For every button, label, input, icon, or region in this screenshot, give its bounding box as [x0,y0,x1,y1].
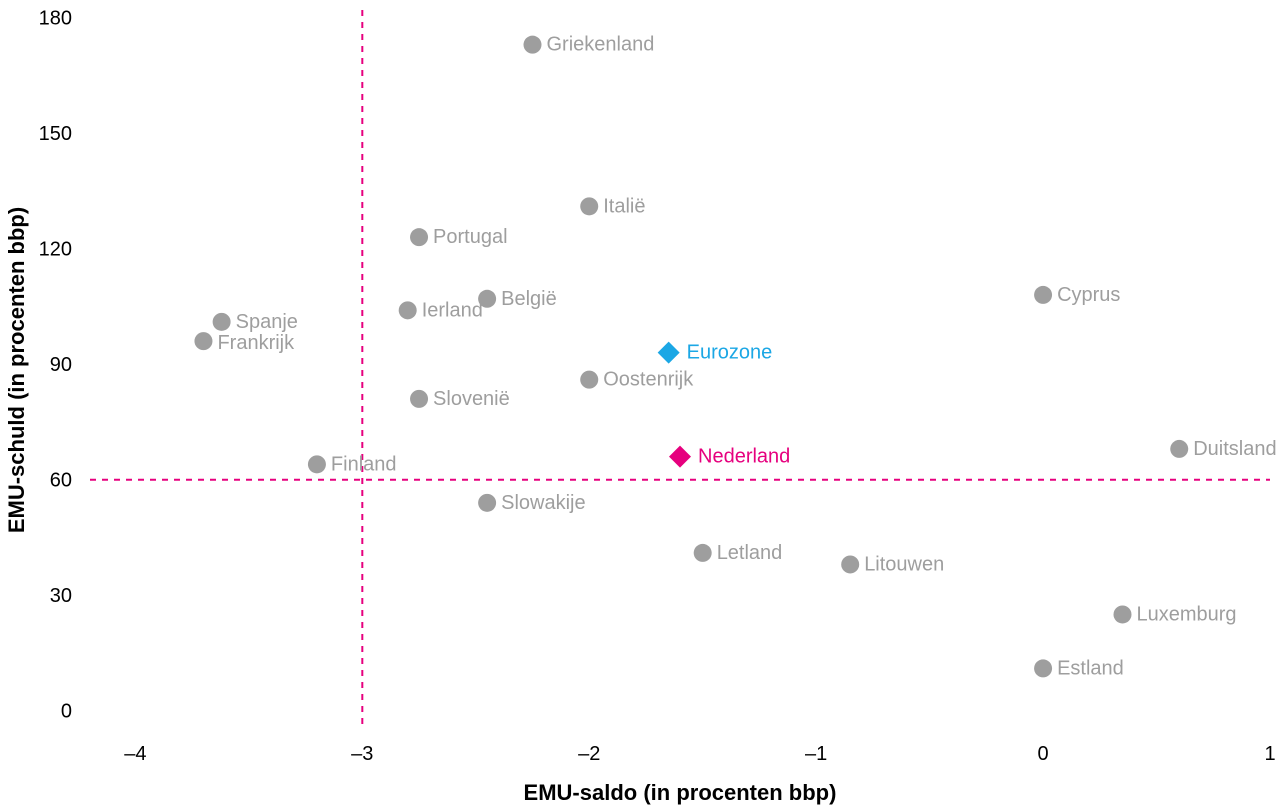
data-point-label: Portugal [433,226,508,248]
data-point-label: Finland [331,453,397,475]
data-point [694,544,712,562]
x-axis-label: EMU-saldo (in procenten bbp) [524,780,837,805]
data-point-label: Slovenië [433,388,510,410]
data-point-label: Cyprus [1057,284,1120,306]
data-point [213,313,231,331]
data-point-label: Frankrijk [217,332,295,354]
data-point [194,332,212,350]
x-tick-label: –4 [124,743,146,765]
y-tick-label: 120 [39,239,72,261]
x-tick-label: –1 [805,743,827,765]
data-point [524,36,542,54]
data-point-label: Slowakije [501,492,585,514]
data-point-label: Luxemburg [1137,603,1237,625]
data-point-label: Ierland [422,299,483,321]
data-point [1170,440,1188,458]
highlight-label: Eurozone [687,342,773,364]
y-tick-label: 150 [39,123,72,145]
highlight-point [658,342,680,364]
y-tick-label: 90 [50,354,72,376]
data-point [410,390,428,408]
y-tick-label: 180 [39,8,72,30]
data-point [308,455,326,473]
highlight-label: Nederland [698,446,790,468]
data-point-label: Oostenrijk [603,369,694,391]
data-point [399,301,417,319]
data-point-label: Spanje [236,311,298,333]
data-point [1034,286,1052,304]
data-point [841,555,859,573]
data-point-label: Letland [717,542,783,564]
data-point [580,371,598,389]
x-axis: –4 –3 –2 –1 0 1 [124,743,1275,765]
y-tick-label: 0 [61,701,72,723]
data-point [410,228,428,246]
data-point [1034,659,1052,677]
data-point-label: Estland [1057,657,1124,679]
scatter-chart: Griekenland Italië Portugal Cyprus België Ier… [0,0,1287,808]
x-tick-label: 0 [1038,743,1049,765]
data-point-label: Duitsland [1193,438,1276,460]
x-tick-label: 1 [1264,743,1275,765]
data-point [478,494,496,512]
y-tick-label: 60 [50,470,72,492]
data-point-label: Litouwen [864,553,944,575]
data-point-label: België [501,288,557,310]
y-axis: 0 30 60 90 120 150 180 [39,8,72,723]
highlight-point [669,446,691,468]
data-point [1114,605,1132,623]
data-point [580,197,598,215]
x-tick-label: –2 [578,743,600,765]
y-tick-label: 30 [50,585,72,607]
highlight-points: Eurozone Nederland [658,342,791,468]
data-point-label: Griekenland [547,34,655,56]
y-axis-label: EMU-schuld (in procenten bbp) [4,207,29,533]
data-point-label: Italië [603,195,645,217]
x-tick-label: –3 [351,743,373,765]
